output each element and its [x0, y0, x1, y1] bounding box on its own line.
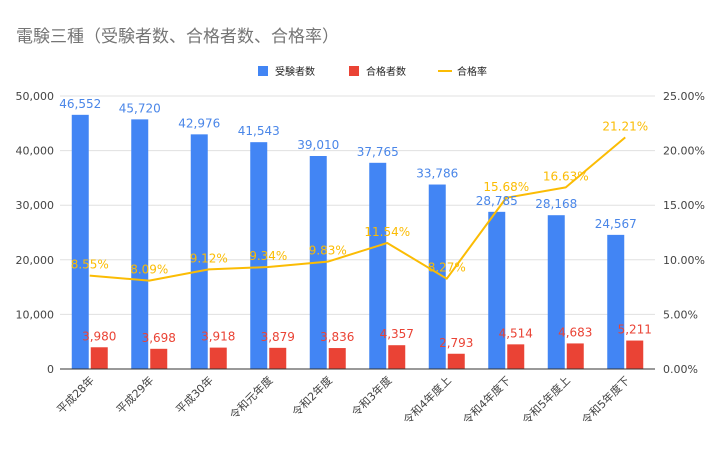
- legend-item: 受験者数: [275, 65, 315, 78]
- y-left-tick-label: 20,000: [16, 254, 55, 267]
- bar-受験者数: [369, 162, 387, 369]
- data-label-合格率: 16.63%: [543, 169, 589, 183]
- y-right-tick-label: 25.00%: [663, 90, 705, 103]
- data-label-合格率: 8.55%: [71, 258, 109, 272]
- y-left-tick-label: 40,000: [16, 145, 55, 158]
- data-label-合格者数: 3,980: [82, 329, 116, 343]
- data-label-受験者数: 33,786: [416, 167, 458, 181]
- data-label-受験者数: 28,785: [476, 194, 518, 208]
- bar-合格者数: [447, 353, 465, 369]
- x-tick-label: 令和5年度上: [519, 373, 573, 427]
- bar-合格者数: [328, 348, 346, 369]
- y-left-tick-label: 10,000: [16, 308, 55, 321]
- data-label-合格率: 21.21%: [602, 119, 648, 133]
- x-tick-label: 令和4年度上: [400, 373, 454, 427]
- y-right-tick-label: 10.00%: [663, 254, 705, 267]
- x-tick-label: 令和5年度下: [579, 373, 633, 427]
- y-right-tick-label: 20.00%: [663, 145, 705, 158]
- data-label-合格者数: 5,211: [618, 323, 652, 337]
- data-label-合格率: 9.34%: [249, 249, 287, 263]
- data-label-合格率: 9.83%: [309, 244, 347, 258]
- y-left-tick-label: 0: [47, 363, 54, 376]
- bar-受験者数: [428, 184, 446, 369]
- data-label-受験者数: 45,720: [119, 101, 161, 115]
- bar-合格者数: [90, 347, 108, 369]
- bar-受験者数: [71, 114, 89, 369]
- bar-合格者数: [566, 343, 584, 369]
- bar-合格者数: [626, 340, 644, 369]
- bar-受験者数: [250, 142, 268, 369]
- data-label-受験者数: 28,168: [535, 197, 577, 211]
- x-tick-label: 平成30年: [173, 373, 216, 416]
- bar-合格者数: [388, 345, 406, 369]
- x-tick-label: 平成28年: [54, 373, 97, 416]
- bar-受験者数: [488, 211, 506, 369]
- x-tick-label: 平成29年: [113, 373, 156, 416]
- x-tick-label: 令和4年度下: [460, 373, 514, 427]
- data-label-合格率: 8.27%: [428, 261, 466, 275]
- bar-受験者数: [131, 119, 149, 369]
- data-label-合格者数: 3,918: [201, 330, 235, 344]
- data-label-合格率: 15.68%: [483, 180, 529, 194]
- data-label-合格者数: 4,357: [380, 327, 414, 341]
- data-label-合格者数: 3,879: [261, 330, 295, 344]
- y-right-tick-label: 15.00%: [663, 199, 705, 212]
- x-tick-label: 令和3年度: [348, 373, 394, 419]
- data-label-受験者数: 39,010: [297, 138, 339, 152]
- data-label-合格者数: 2,793: [439, 336, 473, 350]
- data-label-合格率: 8.09%: [130, 263, 168, 277]
- data-label-受験者数: 41,543: [238, 124, 280, 138]
- chart-title: 電験三種（受験者数、合格者数、合格率）: [16, 27, 339, 47]
- line-合格率: [89, 136, 626, 282]
- legend-swatch-合格者数: [349, 66, 359, 76]
- data-label-受験者数: 37,765: [357, 145, 399, 159]
- data-label-合格者数: 4,514: [499, 326, 533, 340]
- data-label-合格者数: 3,836: [320, 330, 354, 344]
- y-left-tick-label: 30,000: [16, 199, 55, 212]
- data-label-合格者数: 4,683: [558, 325, 592, 339]
- data-label-受験者数: 24,567: [595, 217, 637, 231]
- bar-受験者数: [190, 134, 208, 369]
- x-tick-label: 令和元年度: [227, 373, 276, 422]
- x-tick-label: 令和2年度: [289, 373, 335, 419]
- data-label-受験者数: 42,976: [178, 116, 220, 130]
- data-label-合格率: 9.12%: [190, 251, 228, 265]
- y-right-tick-label: 5.00%: [663, 308, 698, 321]
- data-label-合格率: 11.54%: [364, 225, 410, 239]
- legend-item: 合格率: [457, 65, 487, 78]
- legend-swatch-受験者数: [258, 66, 268, 76]
- bar-合格者数: [209, 347, 227, 369]
- bar-合格者数: [150, 348, 168, 369]
- data-label-合格者数: 3,698: [142, 331, 176, 345]
- bar-受験者数: [547, 215, 565, 369]
- bar-合格者数: [507, 344, 525, 369]
- bar-合格者数: [269, 347, 287, 369]
- y-left-tick-label: 50,000: [16, 90, 55, 103]
- legend-item: 合格者数: [366, 65, 406, 78]
- y-right-tick-label: 0.00%: [663, 363, 698, 376]
- data-label-受験者数: 46,552: [59, 97, 101, 111]
- bar-受験者数: [607, 234, 625, 369]
